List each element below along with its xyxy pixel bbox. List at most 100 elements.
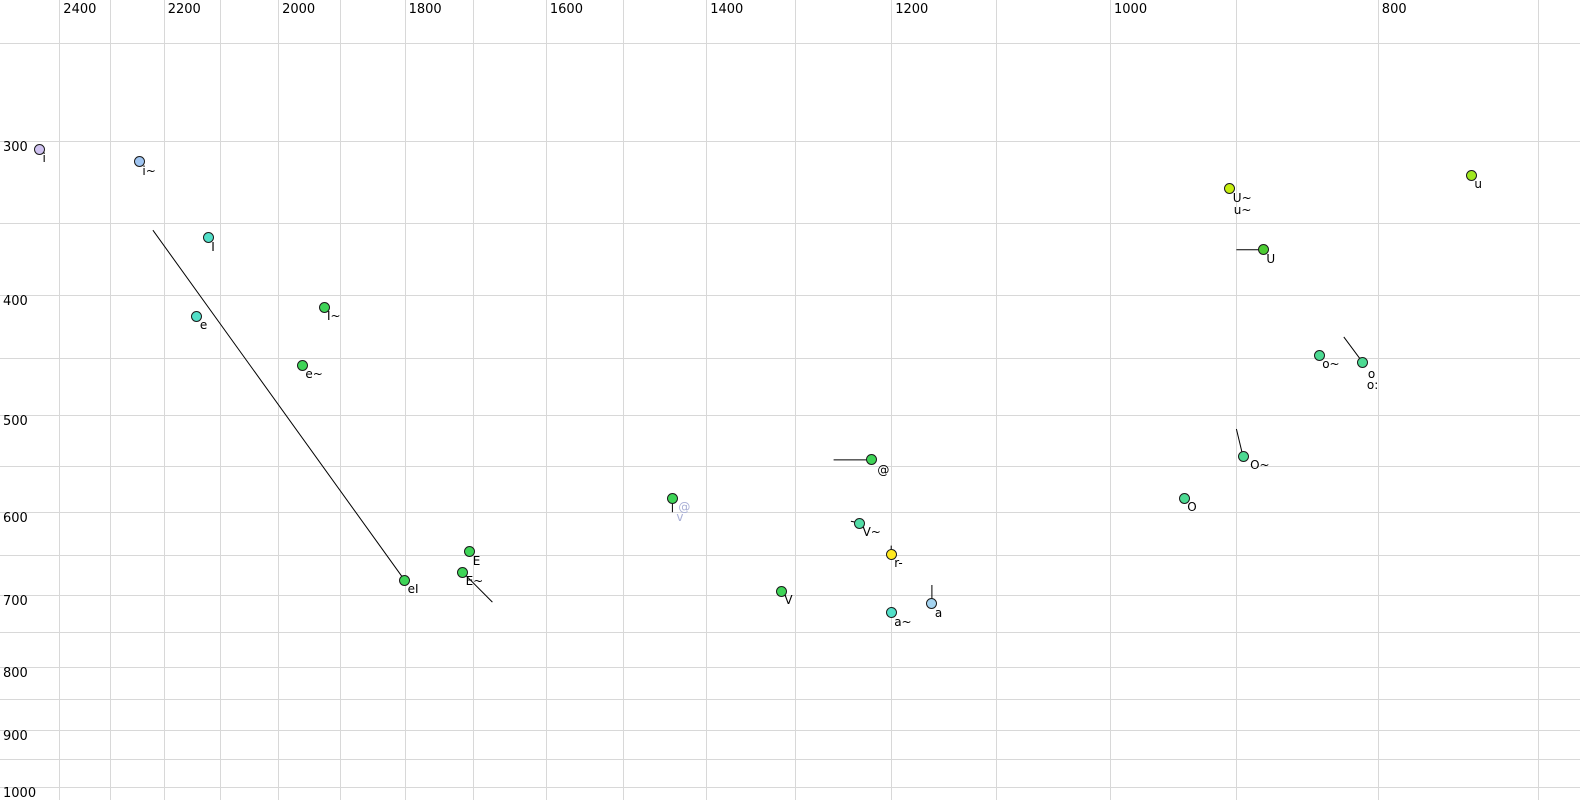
gridline-f2-2300 bbox=[110, 0, 112, 800]
vowel-point-o-22[interactable] bbox=[1357, 357, 1369, 369]
vowel-label-e-3: e bbox=[199, 318, 208, 333]
vowel-point-e-3[interactable] bbox=[191, 310, 203, 322]
gridline-f1-500 bbox=[0, 414, 1580, 416]
gridline-f1-900 bbox=[0, 730, 1580, 731]
gridline-f2-2000 bbox=[278, 0, 280, 800]
vowel-label-un-17: U~ bbox=[1232, 190, 1252, 205]
gridline-f1-300 bbox=[0, 140, 1580, 142]
x-tick-label-1400: 1400 bbox=[710, 2, 744, 17]
vowel-point-vn-12[interactable] bbox=[854, 517, 866, 529]
vowel-label-in-1: i~ bbox=[142, 163, 156, 178]
vowel-point-v-14[interactable] bbox=[775, 585, 787, 597]
gridline-f1-550 bbox=[0, 465, 1580, 467]
vowel-label-a-16: a bbox=[934, 605, 943, 620]
vowel-point-in-4[interactable] bbox=[318, 301, 330, 313]
vowel-label-u-20: u bbox=[1474, 177, 1482, 192]
y-tick-label-1000: 1000 bbox=[3, 785, 37, 800]
y-tick-label-300: 300 bbox=[3, 139, 28, 155]
vowel-label-o-25: O bbox=[1187, 500, 1197, 515]
vowel-point-ei-6[interactable] bbox=[399, 574, 411, 586]
gridline-f1-450 bbox=[0, 358, 1580, 359]
gridline-f1-600 bbox=[0, 512, 1580, 514]
gridline-f1-750 bbox=[0, 632, 1580, 634]
y-tick-label-500: 500 bbox=[3, 413, 28, 429]
gridline-f1-700 bbox=[0, 595, 1580, 597]
vowel-label-on-24: O~ bbox=[1250, 457, 1270, 472]
x-tick-label-1600: 1600 bbox=[549, 2, 583, 17]
gridline-f1-250 bbox=[0, 42, 1580, 44]
x-tick-label-800: 800 bbox=[1381, 2, 1407, 17]
vowel-label-i-2: I bbox=[211, 239, 215, 254]
gridline-f2-1400 bbox=[706, 0, 708, 800]
vowel-label-u-19: U bbox=[1266, 251, 1276, 266]
vowel-point-i-0[interactable] bbox=[34, 143, 45, 155]
vowel-point-a-16[interactable] bbox=[926, 598, 938, 610]
y-tick-label-900: 900 bbox=[3, 729, 28, 744]
gridline-f2-1600 bbox=[545, 0, 547, 800]
vowel-point-i-2[interactable] bbox=[202, 232, 214, 244]
gridline-f2-1000 bbox=[1110, 0, 1111, 800]
vowel-label-ei-6: eI bbox=[407, 582, 419, 597]
vowel-point-on-24[interactable] bbox=[1237, 451, 1249, 463]
vowel-label-at-11: @ bbox=[877, 462, 890, 477]
y-tick-label-700: 700 bbox=[3, 594, 28, 610]
gridline-f2-1800 bbox=[404, 0, 406, 800]
vowel-point-en-5[interactable] bbox=[296, 359, 308, 371]
vowel-label-vn-12: V~ bbox=[862, 525, 881, 539]
vowel-point-u-19[interactable] bbox=[1257, 244, 1269, 256]
vowel-label-v-10: v bbox=[676, 510, 684, 525]
x-tick-label-2000: 2000 bbox=[282, 2, 316, 17]
vowel-label-r_-13: r- bbox=[894, 556, 903, 570]
gridline-f1-850 bbox=[0, 699, 1580, 701]
vowel-point-in-1[interactable] bbox=[133, 156, 145, 168]
vowel-point-e-7[interactable] bbox=[464, 546, 476, 557]
x-tick-label-2400: 2400 bbox=[63, 2, 97, 17]
gridline-f2-2100 bbox=[219, 0, 221, 800]
gridline-f1-400 bbox=[0, 294, 1580, 296]
vowel-point-u-20[interactable] bbox=[1465, 169, 1477, 181]
vowel-point-o-25[interactable] bbox=[1178, 492, 1190, 504]
vowel-label-v-14: V bbox=[784, 593, 793, 608]
vowel-point-at-11[interactable] bbox=[865, 454, 877, 466]
gridline-f2-2200 bbox=[163, 0, 165, 800]
gridline-f2-1200 bbox=[891, 0, 893, 800]
gridline-f2-1900 bbox=[339, 0, 341, 800]
vowel-label-un-18: u~ bbox=[1233, 202, 1252, 217]
gridline-f2-700 bbox=[1538, 0, 1540, 800]
x-tick-label-2200: 2200 bbox=[167, 2, 201, 17]
vowel-point-en-8[interactable] bbox=[457, 566, 469, 578]
gridline-f1-950 bbox=[0, 759, 1580, 760]
vowel-point-r_-13[interactable] bbox=[885, 548, 897, 560]
gridline-f2-1100 bbox=[995, 0, 997, 800]
gridline-f2-1300 bbox=[795, 0, 797, 800]
vowel-label-e-7: E bbox=[472, 553, 481, 568]
vowel-label-on-21: o~ bbox=[1322, 357, 1340, 372]
vowel-point-an-15[interactable] bbox=[885, 607, 897, 619]
gridline-f1-1000 bbox=[0, 786, 1580, 788]
vowel-label-i-0: i bbox=[42, 151, 46, 166]
vowel-point-at-9[interactable] bbox=[666, 492, 678, 504]
gridline-f1-650 bbox=[0, 555, 1580, 557]
vowel-label-en-8: E~ bbox=[465, 574, 484, 589]
vowel-point-un-17[interactable] bbox=[1224, 183, 1236, 195]
x-tick-label-1000: 1000 bbox=[1114, 2, 1148, 17]
y-tick-label-600: 600 bbox=[3, 511, 28, 527]
gridline-f2-2400 bbox=[59, 0, 61, 800]
vowel-label-an-15: a~ bbox=[894, 614, 912, 629]
x-tick-label-1800: 1800 bbox=[408, 2, 442, 17]
y-tick-label-800: 800 bbox=[3, 665, 28, 681]
y-tick-label-400: 400 bbox=[3, 293, 28, 309]
gridline-f2-900 bbox=[1236, 0, 1238, 800]
gridline-f1-800 bbox=[0, 666, 1580, 668]
gridline-f2-800 bbox=[1377, 0, 1379, 800]
vowel-label-ol-23: o: bbox=[1366, 377, 1379, 392]
vowel-point-on-21[interactable] bbox=[1313, 349, 1325, 361]
vowel-label-en-5: e~ bbox=[305, 367, 323, 381]
gridline-f2-1500 bbox=[623, 0, 625, 800]
gridline-f1-350 bbox=[0, 223, 1580, 225]
vowel-label-in-4: I~ bbox=[327, 309, 341, 324]
vowel-label-at-9: @ bbox=[678, 500, 691, 515]
gridline-f2-1700 bbox=[473, 0, 475, 800]
